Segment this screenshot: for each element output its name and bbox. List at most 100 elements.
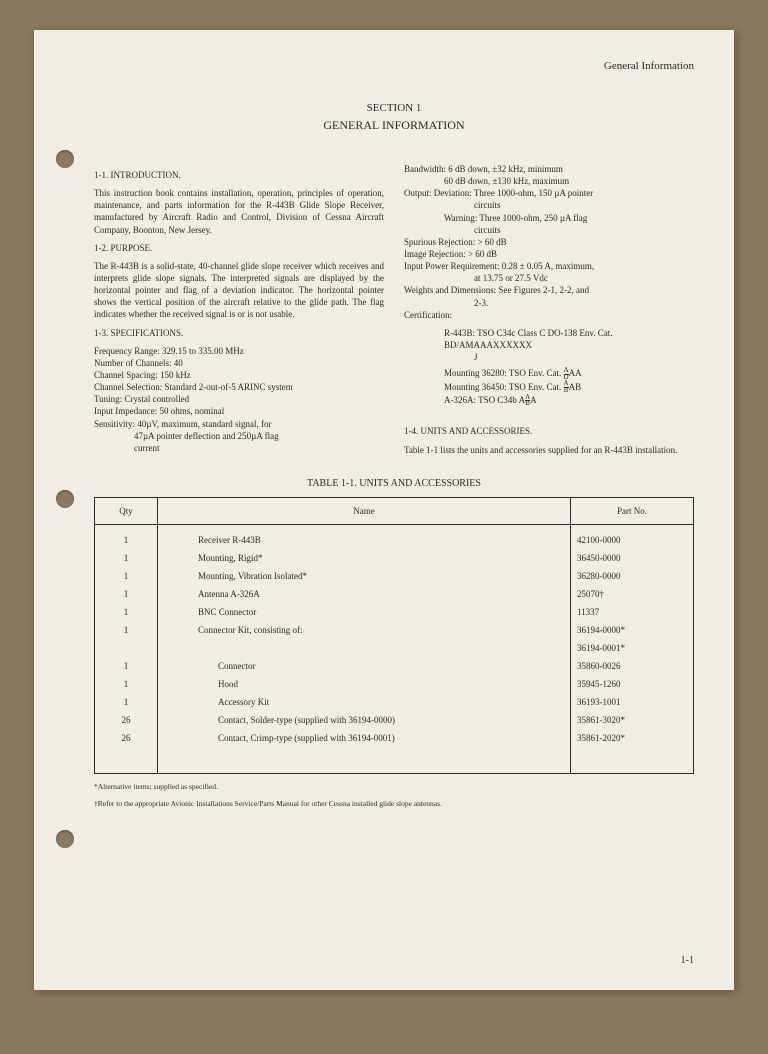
spec-text: A-326A: TSO C34b xyxy=(444,395,517,405)
punch-hole xyxy=(56,830,74,848)
spec-line: Mounting 36450: TSO Env. Cat. ABAB xyxy=(444,381,694,394)
table-row: 26Contact, Crimp-type (supplied with 361… xyxy=(95,729,694,774)
col-part: Part No. xyxy=(571,497,694,524)
footnote: †Refer to the appropriate Avionic Instal… xyxy=(94,799,694,808)
punch-hole xyxy=(56,150,74,168)
left-column: 1-1. INTRODUCTION. This instruction book… xyxy=(94,163,384,462)
table-row: 26Contact, Solder-type (supplied with 36… xyxy=(95,711,694,729)
document-page: General Information SECTION 1 GENERAL IN… xyxy=(34,30,734,990)
cell-name: Accessory Kit xyxy=(158,693,571,711)
paragraph: The R-443B is a solid-state, 40-channel … xyxy=(94,260,384,321)
spec-line: BD/AMAAAXXXXXX xyxy=(444,339,694,351)
footnote: *Alternative items; supplied as specifie… xyxy=(94,782,694,791)
right-column: Bandwidth: 6 dB down, ±32 kHz, minimum 6… xyxy=(404,163,694,462)
spec-line: Tuning: Crystal controlled xyxy=(94,393,384,405)
table-row: 1Mounting, Vibration Isolated*36280-0000 xyxy=(95,567,694,585)
cell-part: 42100-0000 xyxy=(571,524,694,549)
cell-qty: 1 xyxy=(95,549,158,567)
cell-qty: 1 xyxy=(95,621,158,639)
table-row: 36194-0001* xyxy=(95,639,694,657)
spec-line: Channel Spacing: 150 kHz xyxy=(94,369,384,381)
heading-purpose: 1-2. PURPOSE. xyxy=(94,242,384,254)
cell-qty xyxy=(95,639,158,657)
spec-line: Spurious Rejection: > 60 dB xyxy=(404,236,694,248)
cell-part: 25070† xyxy=(571,585,694,603)
spec-line: Output: Deviation: Three 1000-ohm, 150 µ… xyxy=(404,187,694,199)
spec-line: Frequency Range: 329.15 to 335.00 MHz xyxy=(94,345,384,357)
header-label: General Information xyxy=(94,60,694,72)
cell-name xyxy=(158,639,571,657)
cell-name: Connector Kit, consisting of: xyxy=(158,621,571,639)
spec-line: Warning: Three 1000-ohm, 250 µA flag xyxy=(444,212,694,224)
spec-line: 47µA pointer deflection and 250µA flag xyxy=(134,430,384,442)
table-body: 1Receiver R-443B42100-00001Mounting, Rig… xyxy=(95,524,694,773)
cell-qty: 26 xyxy=(95,729,158,774)
cell-name: Antenna A-326A xyxy=(158,585,571,603)
cell-name: Receiver R-443B xyxy=(158,524,571,549)
cell-name: Contact, Solder-type (supplied with 3619… xyxy=(158,711,571,729)
spec-line: Input Impedance: 50 ohms, nominal xyxy=(94,405,384,417)
spec-line: Channel Selection: Standard 2-out-of-5 A… xyxy=(94,381,384,393)
spec-line: Weights and Dimensions: See Figures 2-1,… xyxy=(404,284,694,296)
cell-name: Mounting, Rigid* xyxy=(158,549,571,567)
spec-text: Mounting 36450: TSO Env. Cat. xyxy=(444,382,561,392)
cell-qty: 1 xyxy=(95,693,158,711)
units-accessories-table: Qty Name Part No. 1Receiver R-443B42100-… xyxy=(94,497,694,774)
spec-line: Image Rejection: > 60 dB xyxy=(404,248,694,260)
spec-line: A-326A: TSO C34b AABA xyxy=(444,394,694,407)
spec-line: J xyxy=(474,351,694,363)
table-row: 1Connector35860-0026 xyxy=(95,657,694,675)
table-row: 1Accessory Kit36193-1001 xyxy=(95,693,694,711)
stacked-frac: AB xyxy=(564,381,569,394)
cell-name: Contact, Crimp-type (supplied with 36194… xyxy=(158,729,571,774)
cell-part: 35861-2020* xyxy=(571,729,694,774)
table-row: 1BNC Connector11337 xyxy=(95,603,694,621)
table-row: 1Antenna A-326A25070† xyxy=(95,585,694,603)
cell-qty: 1 xyxy=(95,657,158,675)
spec-line: Bandwidth: 6 dB down, ±32 kHz, minimum xyxy=(404,163,694,175)
spec-line: Input Power Requirement: 0.28 ± 0.05 A, … xyxy=(404,260,694,272)
spec-line: Mounting 36280: TSO Env. Cat. ADAA xyxy=(444,367,694,380)
heading-intro: 1-1. INTRODUCTION. xyxy=(94,169,384,181)
cell-part: 36194-0001* xyxy=(571,639,694,657)
spec-line: 60 dB down, ±130 kHz, maximum xyxy=(444,175,694,187)
table-row: 1Hood35945-1260 xyxy=(95,675,694,693)
punch-hole xyxy=(56,490,74,508)
col-qty: Qty xyxy=(95,497,158,524)
paragraph: This instruction book contains installat… xyxy=(94,187,384,236)
cell-part: 36450-0000 xyxy=(571,549,694,567)
cell-part: 36280-0000 xyxy=(571,567,694,585)
cell-name: Hood xyxy=(158,675,571,693)
cell-qty: 1 xyxy=(95,675,158,693)
table-header-row: Qty Name Part No. xyxy=(95,497,694,524)
cell-part: 35861-3020* xyxy=(571,711,694,729)
section-title: GENERAL INFORMATION xyxy=(94,118,694,133)
table-row: 1Connector Kit, consisting of:36194-0000… xyxy=(95,621,694,639)
cell-qty: 1 xyxy=(95,585,158,603)
table-row: 1Mounting, Rigid*36450-0000 xyxy=(95,549,694,567)
cell-part: 11337 xyxy=(571,603,694,621)
spec-line: circuits xyxy=(474,224,694,236)
spec-text: Mounting 36280: TSO Env. Cat. xyxy=(444,368,561,378)
section-number: SECTION 1 xyxy=(94,102,694,114)
spec-line: Certification: xyxy=(404,309,694,321)
paragraph: Table 1-1 lists the units and accessorie… xyxy=(404,444,694,456)
two-column-body: 1-1. INTRODUCTION. This instruction book… xyxy=(94,163,694,462)
cell-name: Connector xyxy=(158,657,571,675)
cell-qty: 1 xyxy=(95,603,158,621)
cell-part: 35860-0026 xyxy=(571,657,694,675)
spec-line: 2-3. xyxy=(474,297,694,309)
table-title: TABLE 1-1. UNITS AND ACCESSORIES xyxy=(94,478,694,489)
spec-line: current xyxy=(134,442,384,454)
cell-qty: 26 xyxy=(95,711,158,729)
spec-line: circuits xyxy=(474,199,694,211)
stacked-frac: AB xyxy=(525,395,530,408)
heading-units: 1-4. UNITS AND ACCESSORIES. xyxy=(404,425,694,437)
cell-part: 36193-1001 xyxy=(571,693,694,711)
cell-qty: 1 xyxy=(95,567,158,585)
spec-line: at 13.75 or 27.5 Vdc xyxy=(474,272,694,284)
cell-part: 35945-1260 xyxy=(571,675,694,693)
cell-part: 36194-0000* xyxy=(571,621,694,639)
col-name: Name xyxy=(158,497,571,524)
heading-specs: 1-3. SPECIFICATIONS. xyxy=(94,327,384,339)
